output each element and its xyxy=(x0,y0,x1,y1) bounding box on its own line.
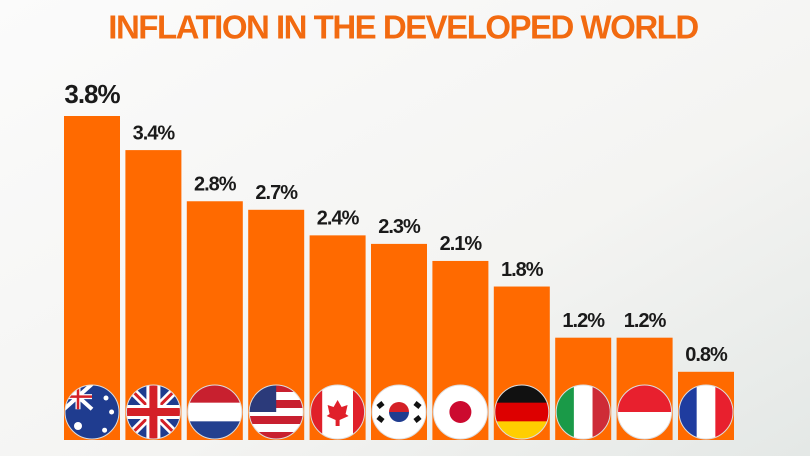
flag-border xyxy=(555,384,611,440)
flag-part xyxy=(413,415,422,423)
flag-part xyxy=(103,395,109,401)
flag-part xyxy=(715,385,733,439)
flag-part xyxy=(249,424,304,433)
flag-part xyxy=(249,408,304,417)
flag-part xyxy=(494,385,549,404)
value-label: 1.2% xyxy=(562,310,605,332)
flag xyxy=(126,385,181,439)
flag-part xyxy=(249,432,304,439)
flag-part xyxy=(449,401,472,423)
flag-border xyxy=(371,384,427,440)
flag-border xyxy=(494,384,550,440)
flag-part xyxy=(389,402,409,412)
flag xyxy=(372,385,426,439)
flag-part xyxy=(696,385,717,439)
flag-part xyxy=(389,412,409,422)
flag-part xyxy=(187,421,242,439)
value-label: 1.2% xyxy=(624,310,667,332)
flag-part xyxy=(74,422,82,430)
flag-part xyxy=(187,402,242,423)
value-label: 0.8% xyxy=(685,344,728,366)
flag xyxy=(679,385,733,439)
flag-border xyxy=(678,384,734,440)
flag-part xyxy=(126,385,181,439)
chart-title: INFLATION IN THE DEVELOPED WORLD xyxy=(108,9,698,46)
flag-part xyxy=(679,385,698,439)
flag-part xyxy=(573,385,594,439)
flag-part xyxy=(413,401,422,409)
flag xyxy=(310,385,365,439)
flag-part xyxy=(592,385,611,439)
value-label: 2.3% xyxy=(378,216,421,238)
flag-border xyxy=(432,384,488,440)
flag-border xyxy=(64,384,120,440)
flag-part xyxy=(376,415,385,423)
value-label: 2.4% xyxy=(317,208,360,230)
flag-part xyxy=(376,401,385,409)
value-label: 3.8% xyxy=(64,79,120,109)
flag-part xyxy=(494,421,549,439)
flag-part xyxy=(556,385,575,439)
value-label: 1.8% xyxy=(501,259,544,281)
flag-border xyxy=(187,384,243,440)
value-label: 3.4% xyxy=(133,122,176,144)
flag-border xyxy=(248,384,304,440)
flag xyxy=(433,385,488,439)
flag-border xyxy=(617,384,673,440)
flag-part xyxy=(326,400,349,426)
flag-border xyxy=(310,384,366,440)
flag xyxy=(187,385,242,439)
flag-part xyxy=(102,427,108,433)
value-label: 2.1% xyxy=(440,233,483,255)
value-label: 2.8% xyxy=(194,174,237,196)
flag-part xyxy=(249,416,304,425)
flag-part xyxy=(109,409,115,415)
flag-part xyxy=(494,402,549,423)
flag xyxy=(494,385,549,439)
value-label: 2.7% xyxy=(255,182,298,204)
flag-part xyxy=(187,385,242,404)
flag-border xyxy=(125,384,181,440)
flag xyxy=(556,385,611,439)
